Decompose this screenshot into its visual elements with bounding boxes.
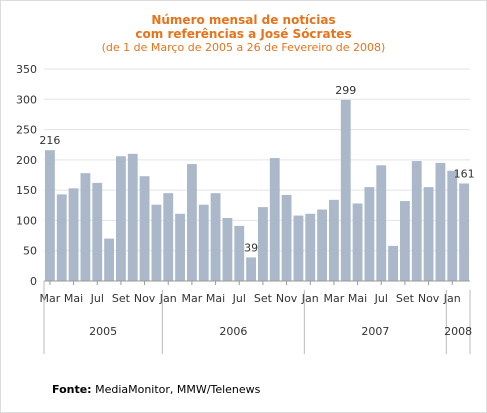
bar <box>435 162 446 281</box>
chart-title-line-2: com referências a José Sócrates <box>135 27 352 41</box>
bar <box>340 99 351 282</box>
bar <box>305 213 316 281</box>
bar <box>163 193 174 281</box>
bar <box>104 238 114 281</box>
x-tick-label: Mar <box>40 292 61 305</box>
bar <box>423 187 434 281</box>
y-tick-label: 150 <box>16 184 37 197</box>
y-tick-label: 350 <box>16 63 37 76</box>
bar <box>127 153 138 281</box>
x-tick-label: Nov <box>134 292 156 305</box>
bar <box>92 182 103 281</box>
x-tick-label: Set <box>396 292 415 305</box>
x-tick-label: Jan <box>443 292 461 305</box>
year-label: 2008 <box>444 325 472 338</box>
source-label: Fonte: <box>52 383 92 396</box>
x-tick-label: Jul <box>374 292 388 305</box>
x-tick-label: Set <box>254 292 273 305</box>
bar <box>317 209 327 281</box>
x-tick-label: Nov <box>418 292 440 305</box>
bar <box>293 215 304 281</box>
bar <box>400 201 410 281</box>
year-label: 2007 <box>361 325 389 338</box>
bar <box>234 225 245 281</box>
bar <box>80 173 91 281</box>
y-tick-label: 200 <box>16 154 37 167</box>
x-tick-label: Mai <box>206 292 225 305</box>
bar <box>376 165 387 281</box>
bar <box>258 207 268 281</box>
bar <box>45 150 55 281</box>
bar <box>411 161 422 281</box>
bar <box>447 170 458 281</box>
bar <box>139 176 150 281</box>
chart-subtitle: (de 1 de Março de 2005 a 26 de Fevereiro… <box>101 41 386 54</box>
x-tick-label: Jul <box>232 292 246 305</box>
chart-title-line-1: Número mensal de notícias <box>151 13 336 27</box>
data-label: 299 <box>335 84 356 97</box>
data-label: 39 <box>244 241 258 254</box>
bar <box>68 188 79 281</box>
bar <box>198 204 209 281</box>
x-tick-label: Mar <box>324 292 345 305</box>
bar <box>222 218 233 281</box>
bar <box>329 199 339 281</box>
bar <box>116 156 126 281</box>
bar <box>151 204 162 281</box>
y-tick-label: 300 <box>16 93 37 106</box>
bar <box>281 194 292 281</box>
bar <box>364 187 375 281</box>
year-label: 2006 <box>219 325 247 338</box>
bar <box>210 193 221 281</box>
y-tick-label: 100 <box>16 214 37 227</box>
x-tick-label: Mai <box>348 292 367 305</box>
year-label: 2005 <box>89 325 117 338</box>
bar <box>246 257 256 281</box>
source-note: Fonte: MediaMonitor, MMW/Telenews <box>52 383 260 396</box>
x-tick-label: Jan <box>159 292 177 305</box>
bar <box>459 183 469 281</box>
y-tick-label: 50 <box>23 245 37 258</box>
x-tick-label: Mar <box>182 292 203 305</box>
bar <box>187 164 197 281</box>
data-label: 216 <box>39 134 60 147</box>
x-tick-label: Jul <box>90 292 104 305</box>
bar <box>388 245 398 281</box>
data-label: 161 <box>454 167 475 180</box>
x-tick-label: Mai <box>64 292 83 305</box>
x-tick-label: Nov <box>276 292 298 305</box>
x-tick-label: Set <box>112 292 131 305</box>
x-tick-label: Jan <box>301 292 319 305</box>
bar <box>56 194 67 281</box>
bar <box>352 203 363 281</box>
y-tick-label: 250 <box>16 124 37 137</box>
chart-title: Número mensal de notícias com referência… <box>0 13 487 41</box>
bar <box>269 158 280 281</box>
y-tick-label: 0 <box>30 275 37 288</box>
bar <box>175 213 185 281</box>
source-text: MediaMonitor, MMW/Telenews <box>91 383 261 396</box>
